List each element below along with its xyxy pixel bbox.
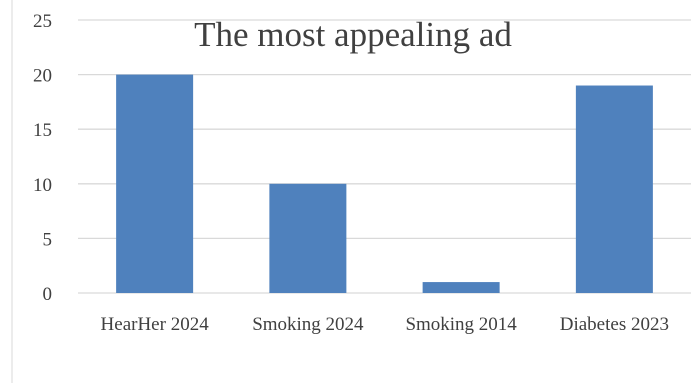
chart-title: The most appealing ad [194, 15, 512, 54]
y-axis-tick-labels: 0 5 10 15 20 25 [33, 11, 52, 305]
bar-hearher-2024 [116, 74, 194, 293]
bar-smoking-2024 [269, 183, 347, 293]
x-category-label: Diabetes 2023 [560, 314, 669, 335]
bar-smoking-2014 [422, 282, 500, 293]
y-tick-label: 25 [33, 11, 52, 32]
y-tick-label: 10 [33, 175, 52, 196]
bar-diabetes-2023 [575, 85, 653, 294]
y-tick-label: 20 [33, 66, 52, 87]
y-tick-label: 0 [43, 284, 53, 305]
y-tick-label: 15 [33, 120, 52, 141]
y-tick-label: 5 [43, 229, 53, 250]
bars [116, 74, 653, 294]
x-category-label: Smoking 2024 [252, 314, 364, 335]
x-category-label: Smoking 2014 [405, 314, 517, 335]
x-axis-category-labels: HearHer 2024 Smoking 2024 Smoking 2014 Diab… [101, 314, 669, 335]
x-category-label: HearHer 2024 [101, 314, 210, 335]
